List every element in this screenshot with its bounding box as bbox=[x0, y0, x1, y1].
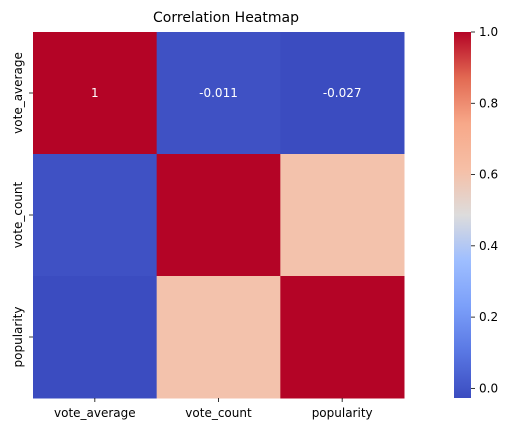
heatmap-cell bbox=[156, 276, 281, 399]
cell-annotation: 1 bbox=[91, 86, 99, 100]
heatmap-cell bbox=[280, 276, 405, 399]
x-tick-label: vote_count bbox=[185, 406, 252, 420]
colorbar-tick-label: 0.2 bbox=[479, 310, 498, 324]
heatmap-cell bbox=[33, 276, 158, 399]
colorbar bbox=[454, 32, 471, 398]
y-tick-label: vote_count bbox=[11, 182, 25, 249]
colorbar-tick-label: 1.0 bbox=[479, 25, 498, 39]
x-tick-label: popularity bbox=[312, 406, 373, 420]
heatmap-cell bbox=[280, 154, 405, 277]
y-tick-labels: vote_average vote_count popularity bbox=[11, 52, 33, 367]
heatmap-cells bbox=[33, 32, 405, 399]
y-tick-label: vote_average bbox=[11, 52, 25, 134]
heatmap-cell bbox=[280, 32, 405, 155]
heatmap-cell bbox=[156, 32, 281, 155]
cell-annotation: -0.011 bbox=[199, 86, 238, 100]
x-tick-label: vote_average bbox=[54, 406, 136, 420]
chart-title: Correlation Heatmap bbox=[153, 10, 299, 26]
colorbar-tick-label: 0.4 bbox=[479, 239, 498, 253]
heatmap-cell bbox=[156, 154, 281, 277]
cell-annotations: 1 -0.011 -0.027 bbox=[91, 86, 361, 100]
heatmap-cell bbox=[33, 32, 158, 155]
colorbar-tick-label: 0.6 bbox=[479, 168, 498, 182]
colorbar-tick-label: 0.0 bbox=[479, 381, 498, 395]
y-tick-label: popularity bbox=[11, 307, 25, 368]
colorbar-tick-label: 0.8 bbox=[479, 96, 498, 110]
x-tick-labels: vote_average vote_count popularity bbox=[54, 398, 373, 420]
colorbar-ticks: 0.0 0.2 0.4 0.6 0.8 1.0 bbox=[471, 25, 498, 395]
cell-annotation: -0.027 bbox=[323, 86, 362, 100]
heatmap-cell bbox=[33, 154, 158, 277]
